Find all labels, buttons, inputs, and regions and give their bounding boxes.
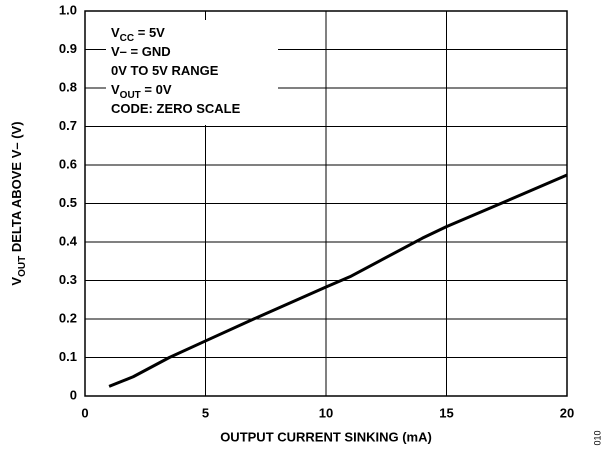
x-tick-label: 10 [319, 405, 333, 420]
annotation-line-part: V [111, 25, 120, 40]
x-tick-label: 5 [202, 405, 209, 420]
annotation-line-part: V [111, 82, 120, 97]
y-tick-label: 0 [70, 387, 77, 402]
annotation-line-part: = 5V [134, 25, 165, 40]
annotation-line-part: CC [120, 33, 134, 44]
x-tick-label: 20 [560, 405, 574, 420]
x-axis-label: OUTPUT CURRENT SINKING (mA) [220, 429, 432, 444]
y-tick-label: 0.3 [59, 272, 77, 287]
annotation-line: 0V TO 5V RANGE [111, 63, 219, 78]
annotation-line-part: 0V TO 5V RANGE [111, 63, 219, 78]
annotation-line-part: OUT [120, 90, 141, 101]
y-tick-label: 0.1 [59, 349, 77, 364]
y-axis-label-part: V [9, 277, 24, 286]
annotation-line-part: V– = GND [111, 44, 171, 59]
y-axis-label-part: DELTA ABOVE V– (V) [9, 121, 24, 255]
y-tick-label: 0.2 [59, 310, 77, 325]
y-axis-label-part: OUT [17, 256, 28, 277]
data-line [108, 173, 568, 388]
plot-border [84, 10, 568, 397]
y-tick-label: 0.9 [59, 41, 77, 56]
annotation-line-part: CODE: ZERO SCALE [111, 101, 241, 116]
y-tick-label: 0.7 [59, 118, 77, 133]
y-tick-label: 0.4 [59, 233, 78, 248]
y-axis-label: VOUT DELTA ABOVE V– (V) [9, 121, 27, 285]
figure-id: 010 [592, 430, 602, 445]
annotation-line: VOUT = 0V [111, 82, 172, 100]
x-tick-label: 15 [439, 405, 453, 420]
annotation-box [106, 20, 278, 125]
y-tick-label: 1.0 [59, 2, 77, 17]
y-tick-label: 0.5 [59, 195, 77, 210]
annotation-line-part: = 0V [141, 82, 172, 97]
annotation-line: CODE: ZERO SCALE [111, 101, 241, 116]
annotation-line: VCC = 5V [111, 25, 165, 43]
x-tick-label: 0 [81, 405, 88, 420]
y-tick-label: 0.6 [59, 156, 77, 171]
annotation-line: V– = GND [111, 44, 171, 59]
y-tick-label: 0.8 [59, 79, 77, 94]
